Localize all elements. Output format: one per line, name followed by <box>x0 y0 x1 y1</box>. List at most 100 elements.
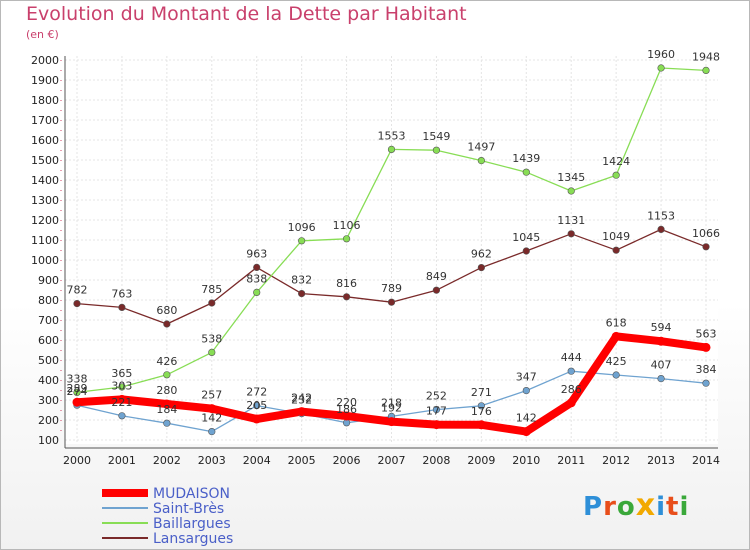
point-saint-br-s <box>567 367 575 375</box>
data-label-mudaison: 177 <box>426 405 447 418</box>
point-saint-br-s <box>657 375 665 383</box>
y-tick-label: 2000 <box>31 54 59 67</box>
chart-title: Evolution du Montant de la Dette par Hab… <box>26 3 467 25</box>
x-tick-label: 2007 <box>378 454 406 467</box>
point-baillargues <box>432 146 441 154</box>
point-baillargues <box>163 371 171 379</box>
data-label-mudaison: 286 <box>561 383 582 396</box>
data-label-lansargues: 1131 <box>557 214 585 227</box>
data-label-lansargues: 785 <box>201 283 222 296</box>
data-label-mudaison: 618 <box>606 316 627 329</box>
point-baillargues <box>612 171 620 179</box>
x-tick-label: 2009 <box>467 454 495 467</box>
y-tick-label: 1200 <box>31 214 59 227</box>
point-mudaison <box>611 331 621 341</box>
data-label-mudaison: 192 <box>381 402 402 415</box>
point-mudaison <box>656 336 666 346</box>
data-label-saint-br-s: 407 <box>651 359 672 372</box>
data-label-mudaison: 257 <box>201 389 222 402</box>
data-label-lansargues: 816 <box>336 277 357 290</box>
x-tick-label: 2011 <box>557 454 585 467</box>
data-label-mudaison: 142 <box>516 412 537 425</box>
point-mudaison <box>387 417 396 427</box>
data-label-baillargues: 1948 <box>692 50 720 63</box>
data-label-baillargues: 1096 <box>288 221 316 234</box>
point-lansargues <box>612 246 620 254</box>
point-baillargues <box>477 157 485 165</box>
y-tick-label: 800 <box>38 294 59 307</box>
point-baillargues <box>567 187 575 195</box>
x-tick-label: 2012 <box>602 454 630 467</box>
point-lansargues <box>702 243 710 251</box>
data-label-mudaison: 594 <box>651 321 672 334</box>
y-tick-label: 1700 <box>31 114 59 127</box>
point-mudaison <box>117 394 127 404</box>
legend-label-mudaison: MUDAISON <box>153 486 230 502</box>
data-label-baillargues: 426 <box>156 355 177 368</box>
data-label-saint-br-s: 186 <box>336 403 357 416</box>
data-label-mudaison: 280 <box>156 384 177 397</box>
point-lansargues <box>118 303 126 312</box>
data-label-mudaison: 205 <box>246 399 267 412</box>
point-baillargues <box>118 383 126 391</box>
data-label-lansargues: 680 <box>156 304 177 317</box>
data-label-baillargues: 1549 <box>422 130 450 143</box>
data-label-baillargues: 365 <box>111 367 132 380</box>
data-label-saint-br-s: 347 <box>516 371 537 384</box>
point-saint-br-s <box>163 419 171 427</box>
data-label-lansargues: 1045 <box>512 231 540 244</box>
data-label-baillargues: 1497 <box>467 141 495 154</box>
point-saint-br-s <box>432 406 441 414</box>
data-label-baillargues: 1960 <box>647 48 675 61</box>
data-label-saint-br-s: 218 <box>381 396 402 409</box>
data-label-saint-br-s: 252 <box>426 390 447 403</box>
point-mudaison <box>72 397 82 407</box>
data-label-baillargues: 838 <box>246 272 267 285</box>
y-tick-label: 200 <box>38 414 59 427</box>
point-mudaison <box>701 342 711 352</box>
y-tick-label: 1100 <box>31 234 59 247</box>
data-label-saint-br-s: 425 <box>606 355 627 368</box>
data-label-lansargues: 962 <box>471 248 492 261</box>
point-baillargues <box>208 348 216 357</box>
point-mudaison <box>476 420 486 430</box>
x-tick-label: 2008 <box>422 454 450 467</box>
data-label-mudaison: 289 <box>67 382 88 395</box>
data-label-mudaison: 242 <box>291 392 312 405</box>
y-tick-label: 100 <box>38 434 59 447</box>
y-tick-label: 1600 <box>31 134 59 147</box>
x-tick-label: 2000 <box>63 454 91 467</box>
point-mudaison <box>521 427 531 437</box>
point-baillargues <box>387 145 396 153</box>
point-lansargues <box>298 290 306 298</box>
point-saint-br-s <box>612 371 620 379</box>
data-label-baillargues: 338 <box>67 372 88 385</box>
point-mudaison <box>252 414 262 424</box>
data-label-mudaison: 563 <box>696 327 717 340</box>
y-tick-label: 1900 <box>31 74 59 87</box>
data-label-lansargues: 1066 <box>692 227 720 240</box>
y-tick-label: 600 <box>38 334 59 347</box>
data-label-lansargues: 849 <box>426 270 447 283</box>
x-tick-label: 2014 <box>692 454 720 467</box>
point-lansargues <box>477 264 485 272</box>
data-label-baillargues: 1439 <box>512 152 540 165</box>
point-baillargues <box>342 235 351 243</box>
data-label-mudaison: 176 <box>471 405 492 418</box>
point-baillargues <box>73 388 81 397</box>
point-mudaison <box>162 399 172 409</box>
data-label-saint-br-s: 271 <box>471 386 492 399</box>
data-label-mudaison: 220 <box>336 396 357 409</box>
data-label-saint-br-s: 184 <box>156 403 177 416</box>
point-lansargues <box>522 247 530 255</box>
y-tick-label: 1400 <box>31 174 59 187</box>
y-tick-label: 700 <box>38 314 59 327</box>
data-label-saint-br-s: 142 <box>201 412 222 425</box>
point-lansargues <box>253 263 261 272</box>
data-label-saint-br-s: 272 <box>246 386 267 399</box>
point-lansargues <box>208 299 216 307</box>
data-label-saint-br-s: 274 <box>67 385 88 398</box>
point-lansargues <box>567 230 575 238</box>
legend-label-baillargues: Baillargues <box>153 516 231 532</box>
